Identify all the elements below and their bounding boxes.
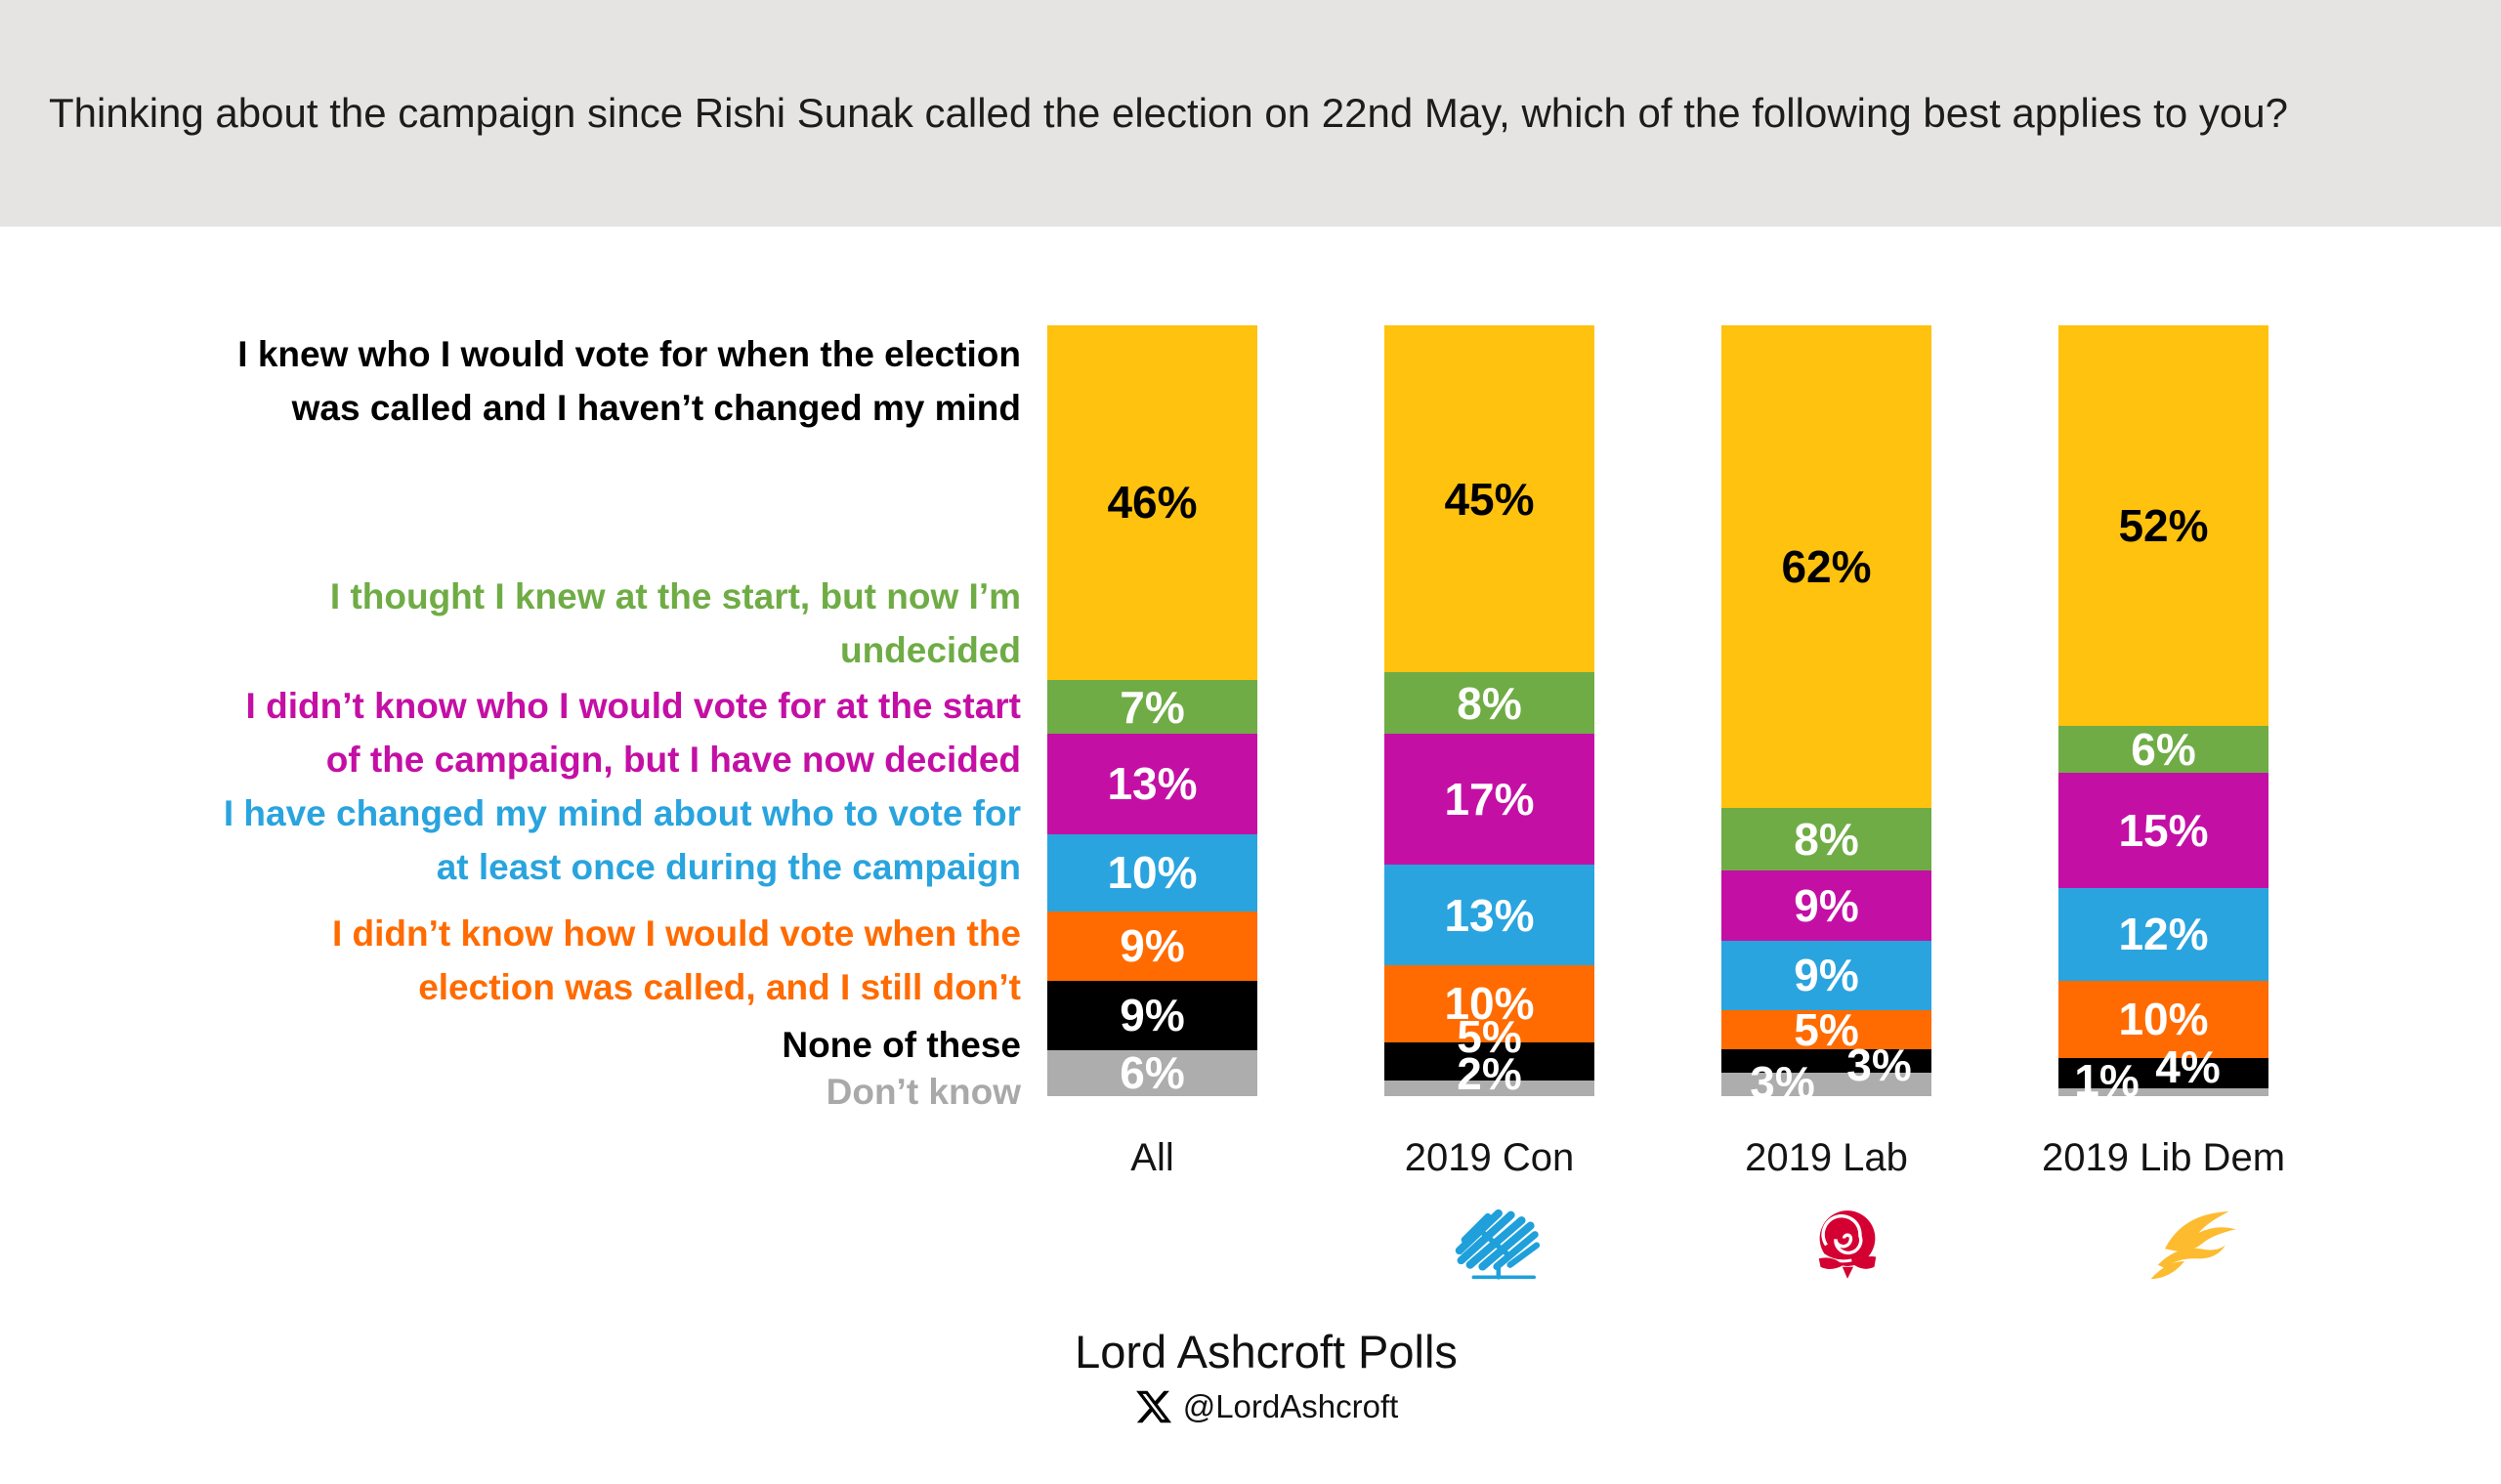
x-twitter-icon — [1135, 1390, 1171, 1423]
value-label: 3% — [1750, 1057, 1815, 1108]
legend-label-still-dont-know: I didn’t know how I would vote when the … — [331, 913, 1021, 1007]
value-label: 6% — [1120, 1047, 1185, 1099]
bar-segment: 10% — [1047, 833, 1257, 912]
bar-segment: 46% — [1047, 325, 1257, 680]
value-label: 10% — [2118, 994, 2209, 1045]
bar-segment: 8% — [1384, 672, 1594, 735]
bar-segment: 10% — [2058, 980, 2268, 1058]
value-label: 46% — [1107, 477, 1198, 529]
bar-segment: 10% — [1384, 964, 1594, 1042]
bar-segment: 2% — [1384, 1051, 1594, 1096]
legend-label-now-undecided: I thought I knew at the start, but now I… — [329, 576, 1021, 670]
value-label: 13% — [1444, 889, 1535, 941]
value-label: 7% — [1120, 681, 1185, 733]
handle-text: @LordAshcroft — [1182, 1388, 1399, 1424]
value-label: 62% — [1781, 541, 1872, 593]
value-label: 52% — [2118, 500, 2209, 552]
bar-segment: 9% — [1721, 869, 1931, 941]
bar-segment: 13% — [1047, 734, 1257, 834]
bar-segment: 3% — [1721, 1060, 1931, 1105]
bar-segment: 5% — [1721, 1004, 1931, 1056]
bar-2019-lab: 62% 8% 9% 9% 5% 3% 3% — [1721, 325, 1931, 1105]
legend-label-now-decided: I didn’t know who I would vote for at th… — [245, 686, 1021, 780]
social-handle: @LordAshcroft — [973, 1381, 1559, 1432]
bar-segment: 7% — [1047, 679, 1257, 735]
libdem-bird-icon — [2150, 1211, 2236, 1280]
legend-label-dont-know: Don’t know — [826, 1072, 1021, 1112]
value-label: 4% — [2155, 1041, 2221, 1093]
value-label: 10% — [1107, 847, 1198, 899]
header-band: Thinking about the campaign since Rishi … — [0, 0, 2501, 227]
value-label: 8% — [1794, 813, 1859, 865]
bar-segment: 9% — [1047, 980, 1257, 1050]
value-label: 1% — [2074, 1054, 2140, 1106]
value-label: 10% — [1444, 978, 1535, 1030]
bar-segment: 17% — [1384, 734, 1594, 866]
source-title: Lord Ashcroft Polls — [1075, 1326, 1458, 1378]
value-label: 15% — [2118, 804, 2209, 856]
value-label: 6% — [2131, 723, 2196, 775]
bar-segment: 12% — [2058, 887, 2268, 981]
bar-2019-libdem: 52% 6% 15% 12% 10% 4% 1% — [2058, 325, 2268, 1103]
column-label-all: All — [1130, 1136, 1174, 1179]
value-label: 12% — [2118, 909, 2209, 960]
value-label: 8% — [1457, 677, 1522, 729]
bar-segment: 8% — [1721, 808, 1931, 870]
bar-segment: 3% — [1721, 1042, 1931, 1087]
labour-rose-icon — [1818, 1210, 1877, 1279]
conservative-tree-icon — [1455, 1208, 1541, 1280]
bar-all: 46% 7% 13% 10% 9% 9% 6% — [1047, 325, 1257, 1096]
bar-segment: 13% — [1384, 865, 1594, 965]
bar-segment: 9% — [1047, 911, 1257, 981]
bar-2019-con: 45% 8% 17% 13% 10% 5% 2% — [1384, 325, 1594, 1096]
bar-segment: 6% — [2058, 723, 2268, 775]
bar-segment: 5% — [1384, 1014, 1594, 1081]
value-label: 13% — [1107, 758, 1198, 810]
bar-segment: 6% — [1047, 1047, 1257, 1099]
bar-segment: 52% — [2058, 325, 2268, 727]
column-label-2019-libdem: 2019 Lib Dem — [2041, 1136, 2286, 1179]
value-label: 3% — [1846, 1039, 1912, 1091]
bar-segment: 62% — [1721, 325, 1931, 809]
value-label: 9% — [1120, 990, 1185, 1041]
value-label: 9% — [1120, 920, 1185, 972]
legend-label-knew-and-unchanged: I knew who I would vote for when the ele… — [237, 334, 1021, 428]
value-label: 5% — [1457, 1011, 1522, 1063]
legend-label-changed-mind: I have changed my mind about who to vote… — [223, 793, 1021, 887]
value-label: 17% — [1444, 774, 1535, 826]
bar-segment: 45% — [1384, 325, 1594, 673]
bar-segment: 15% — [2058, 772, 2268, 888]
value-label: 5% — [1794, 1004, 1859, 1056]
legend-label-none-of-these: None of these — [782, 1025, 1021, 1065]
column-label-2019-lab: 2019 Lab — [1745, 1136, 1908, 1179]
column-label-2019-con: 2019 Con — [1404, 1136, 1575, 1179]
value-label: 9% — [1794, 950, 1859, 1001]
bar-segment: 4% — [2058, 1044, 2268, 1089]
value-label: 2% — [1457, 1048, 1522, 1100]
value-label: 9% — [1794, 879, 1859, 931]
value-label: 45% — [1444, 473, 1535, 525]
bar-segment: 9% — [1721, 940, 1931, 1011]
question-title: Thinking about the campaign since Rishi … — [49, 90, 2288, 136]
bar-segment: 1% — [2058, 1058, 2268, 1103]
